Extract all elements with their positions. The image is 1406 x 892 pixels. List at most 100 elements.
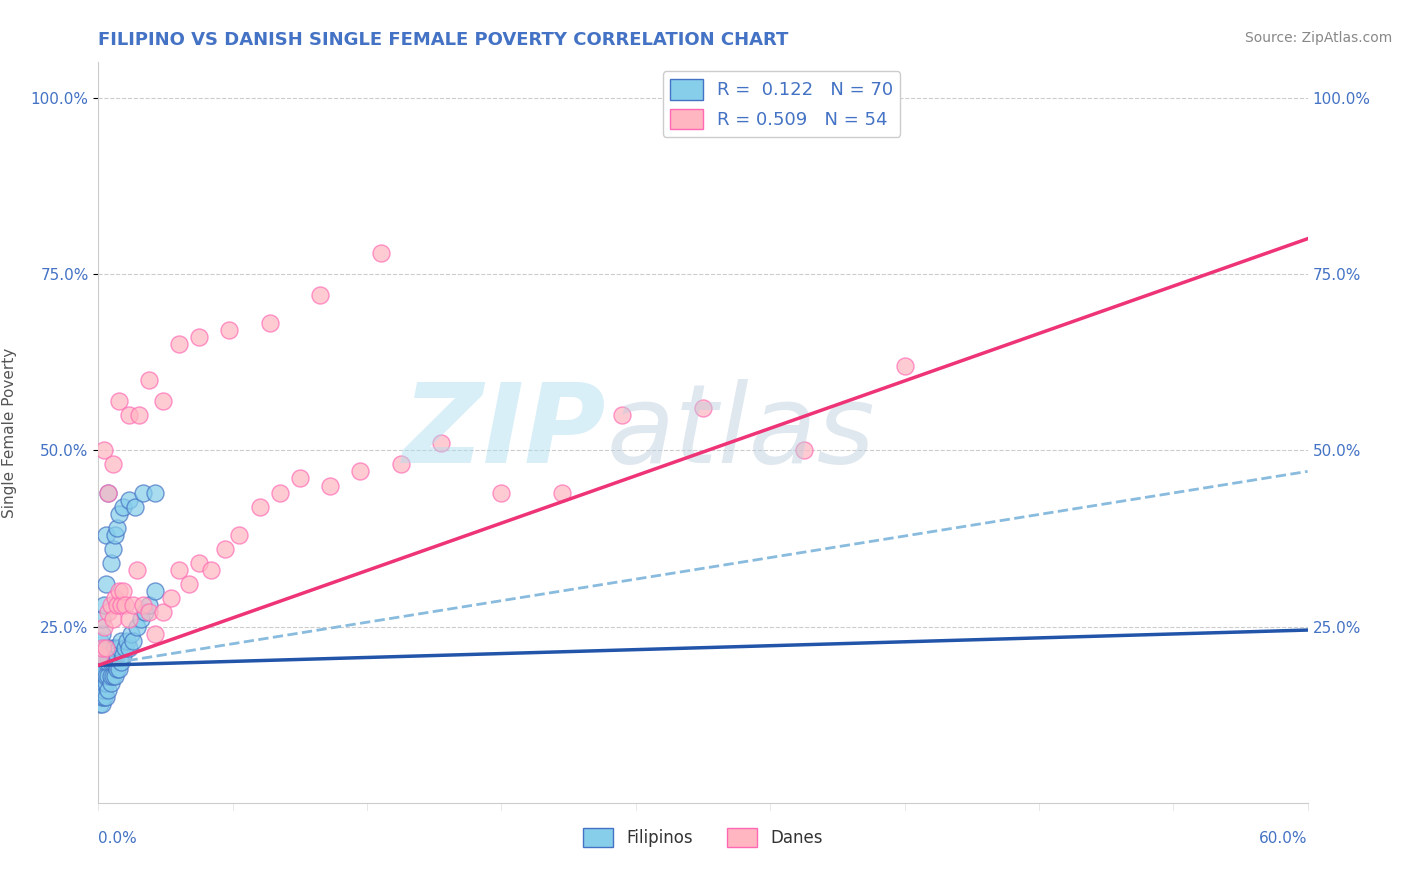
Point: [93, 619, 115, 633]
Point: [110, 655, 132, 669]
Text: atlas: atlas: [606, 379, 875, 486]
Point: [93, 669, 115, 683]
Point: [551, 485, 574, 500]
Point: [103, 640, 125, 655]
Point: [118, 612, 141, 626]
Point: [101, 612, 124, 626]
Point: [97, 485, 120, 500]
Point: [91, 655, 114, 669]
Point: [105, 599, 128, 613]
Point: [132, 599, 155, 613]
Point: [105, 521, 128, 535]
Point: [259, 316, 281, 330]
Point: [101, 541, 124, 556]
Point: [111, 500, 134, 514]
Point: [93, 662, 115, 676]
Point: [430, 436, 453, 450]
Point: [138, 599, 160, 613]
Point: [97, 640, 120, 655]
Point: [96, 640, 118, 655]
Point: [288, 471, 311, 485]
Point: [107, 507, 129, 521]
Point: [160, 591, 183, 606]
Point: [100, 655, 122, 669]
Point: [93, 676, 115, 690]
Point: [103, 591, 125, 606]
Point: [269, 485, 291, 500]
Point: [89, 648, 111, 662]
Point: [107, 640, 129, 655]
Point: [129, 612, 152, 626]
Point: [91, 690, 114, 704]
Point: [152, 606, 174, 620]
Point: [612, 408, 634, 422]
Text: Source: ZipAtlas.com: Source: ZipAtlas.com: [1244, 31, 1392, 45]
Text: FILIPINO VS DANISH SINGLE FEMALE POVERTY CORRELATION CHART: FILIPINO VS DANISH SINGLE FEMALE POVERTY…: [98, 31, 789, 49]
Point: [115, 633, 138, 648]
Point: [91, 697, 114, 711]
Point: [138, 373, 160, 387]
Point: [167, 563, 190, 577]
Point: [793, 443, 815, 458]
Point: [91, 669, 114, 683]
Point: [143, 485, 166, 500]
Point: [118, 492, 141, 507]
Point: [103, 669, 125, 683]
Text: 0.0%: 0.0%: [98, 831, 138, 846]
Point: [97, 669, 120, 683]
Point: [125, 619, 148, 633]
Point: [101, 655, 124, 669]
Point: [96, 669, 118, 683]
Point: [96, 676, 118, 690]
Point: [96, 655, 118, 669]
Point: [110, 633, 132, 648]
Point: [214, 541, 236, 556]
Point: [110, 599, 132, 613]
Point: [692, 401, 714, 415]
Point: [309, 288, 332, 302]
Point: [893, 359, 915, 373]
Point: [114, 640, 136, 655]
Point: [91, 683, 114, 698]
Point: [93, 690, 115, 704]
Point: [138, 606, 160, 620]
Point: [389, 458, 412, 472]
Point: [218, 323, 240, 337]
Point: [93, 599, 115, 613]
Point: [107, 662, 129, 676]
Point: [491, 485, 513, 500]
Point: [89, 633, 111, 648]
Point: [111, 584, 134, 599]
Point: [107, 584, 129, 599]
Point: [228, 528, 250, 542]
Point: [100, 556, 122, 570]
Point: [111, 648, 134, 662]
Point: [188, 330, 211, 344]
Point: [249, 500, 271, 514]
Point: [143, 584, 166, 599]
Point: [370, 245, 392, 260]
Point: [349, 464, 371, 478]
Point: [121, 633, 143, 648]
Point: [103, 655, 125, 669]
Point: [188, 556, 211, 570]
Point: [125, 563, 148, 577]
Point: [319, 478, 342, 492]
Point: [97, 655, 120, 669]
Y-axis label: Single Female Poverty: Single Female Poverty: [1, 348, 17, 517]
Point: [89, 669, 111, 683]
Point: [167, 337, 190, 351]
Point: [100, 599, 122, 613]
Point: [152, 393, 174, 408]
Point: [124, 500, 146, 514]
Point: [96, 577, 118, 591]
Point: [91, 676, 114, 690]
Point: [89, 648, 111, 662]
Point: [100, 669, 122, 683]
Point: [97, 683, 120, 698]
Point: [132, 485, 155, 500]
Text: 60.0%: 60.0%: [1260, 831, 1308, 846]
Point: [121, 599, 143, 613]
Point: [89, 683, 111, 698]
Point: [96, 690, 118, 704]
